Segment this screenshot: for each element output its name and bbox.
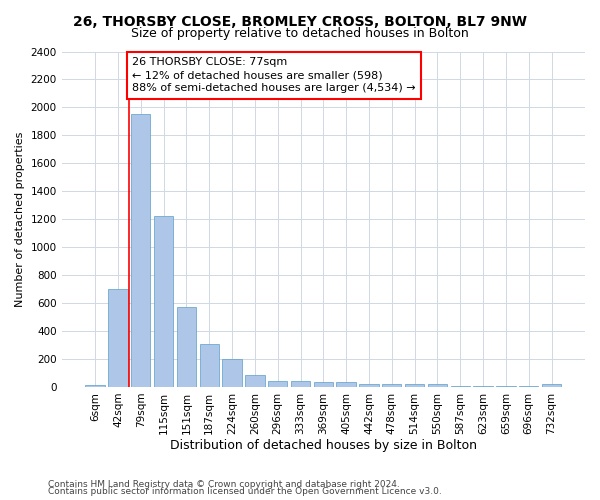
Bar — [519, 386, 538, 387]
Text: Size of property relative to detached houses in Bolton: Size of property relative to detached ho… — [131, 28, 469, 40]
Text: 26, THORSBY CLOSE, BROMLEY CROSS, BOLTON, BL7 9NW: 26, THORSBY CLOSE, BROMLEY CROSS, BOLTON… — [73, 15, 527, 29]
Bar — [268, 380, 287, 387]
Bar — [382, 384, 401, 387]
Bar — [131, 114, 151, 387]
Text: Contains public sector information licensed under the Open Government Licence v3: Contains public sector information licen… — [48, 487, 442, 496]
Bar — [177, 306, 196, 387]
Bar — [496, 386, 515, 387]
Bar — [473, 386, 493, 387]
Y-axis label: Number of detached properties: Number of detached properties — [15, 132, 25, 307]
Bar — [200, 344, 219, 387]
Bar — [542, 384, 561, 387]
Text: Contains HM Land Registry data © Crown copyright and database right 2024.: Contains HM Land Registry data © Crown c… — [48, 480, 400, 489]
Bar — [291, 382, 310, 387]
Bar — [314, 382, 333, 387]
Bar — [154, 216, 173, 387]
Bar — [451, 386, 470, 387]
Bar — [337, 382, 356, 387]
Bar — [223, 359, 242, 387]
Bar — [428, 384, 447, 387]
Text: 26 THORSBY CLOSE: 77sqm
← 12% of detached houses are smaller (598)
88% of semi-d: 26 THORSBY CLOSE: 77sqm ← 12% of detache… — [132, 57, 416, 94]
Bar — [108, 289, 128, 387]
Bar — [359, 384, 379, 387]
Bar — [245, 375, 265, 387]
Bar — [405, 384, 424, 387]
X-axis label: Distribution of detached houses by size in Bolton: Distribution of detached houses by size … — [170, 440, 477, 452]
Bar — [85, 385, 105, 387]
